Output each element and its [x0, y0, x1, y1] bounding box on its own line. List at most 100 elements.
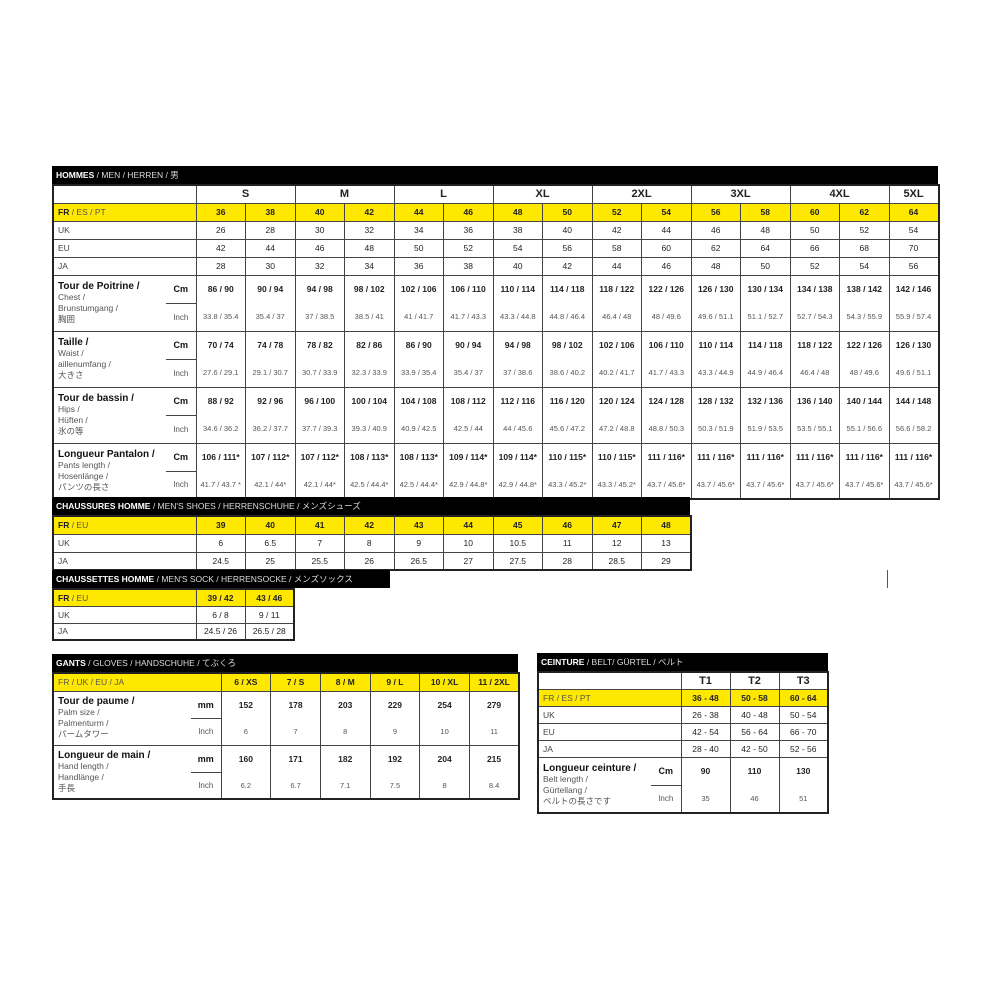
- row-label: EU: [52, 238, 197, 258]
- size-cell: 42: [591, 220, 643, 240]
- measurement-value: 110 / 115*: [591, 442, 643, 471]
- size-cell: 46: [294, 238, 345, 258]
- measurement-value: 82 / 86: [344, 330, 395, 359]
- measurement-value: 6: [220, 718, 272, 746]
- size-cell: 9 / 11: [244, 605, 295, 624]
- measurement-value: 29.1 / 30.7: [245, 359, 296, 388]
- measurement-value: 50.3 / 51.9: [690, 415, 742, 444]
- measurement-value: 52.7 / 54.3: [789, 303, 841, 332]
- measurement-value: 30.7 / 33.9: [294, 359, 345, 388]
- size-cell: 40: [294, 202, 345, 222]
- measurement-value: 102 / 106: [393, 274, 445, 303]
- size-cell: 47: [591, 515, 642, 535]
- measurement-value: 114 / 118: [740, 330, 791, 359]
- measurement-value: 40.2 / 41.7: [591, 359, 643, 388]
- size-cell: 36: [393, 256, 445, 276]
- measurement-value: 90 / 94: [443, 330, 494, 359]
- size-cell: 54: [888, 220, 940, 240]
- size-cell: 54: [492, 238, 544, 258]
- size-cell: 26: [195, 220, 246, 240]
- empty-cell: [537, 671, 682, 690]
- measurement-value: 27.6 / 29.1: [195, 359, 246, 388]
- measurement-value: 7.5: [369, 772, 421, 800]
- size-cell: 42: [344, 202, 395, 222]
- measurement-value: 118 / 122: [591, 274, 643, 303]
- unit-label: Cm: [651, 756, 682, 786]
- row-label: UK: [52, 605, 197, 624]
- measurement-value: 43.7 / 45.6*: [740, 471, 791, 500]
- size-cell: 6.5: [245, 533, 296, 553]
- size-cell: 42: [344, 515, 395, 535]
- measurement-value: 43.3 / 45.2*: [591, 471, 643, 500]
- size-cell: 44: [245, 238, 296, 258]
- measurement-value: 42.1 / 44*: [245, 471, 296, 500]
- size-cell: 50: [542, 202, 593, 222]
- size-cell: 38: [492, 220, 544, 240]
- size-cell: 25: [245, 551, 296, 571]
- size-cell: 32: [294, 256, 345, 276]
- size-cell: 28: [542, 551, 593, 571]
- size-cell: 50: [740, 256, 791, 276]
- size-cell: 62: [839, 202, 890, 222]
- measurement-value: 88 / 92: [195, 386, 246, 415]
- measurement-value: 118 / 122: [789, 330, 841, 359]
- measurement-value: 35: [680, 785, 731, 814]
- size-cell: 56: [542, 238, 593, 258]
- measurement-value: 46.4 / 48: [789, 359, 841, 388]
- size-cell: 38: [245, 202, 296, 222]
- size-cell: 6: [195, 533, 246, 553]
- men-size-table: HOMMES / MEN / HERREN / 男 S M L XL 2XL 3XL 4XL 5…: [52, 166, 940, 500]
- size-group-header: 3XL: [690, 184, 791, 204]
- measurement-value: 132 / 136: [740, 386, 791, 415]
- measurement-value: 215: [468, 744, 520, 772]
- size-cell: 6 / XS: [220, 672, 272, 692]
- size-group-header: XL: [492, 184, 593, 204]
- measurement-value: 42.5 / 44.4*: [344, 471, 395, 500]
- unit-label: Inch: [191, 717, 222, 746]
- table-row: JA 28 30 32 34 36 38 40 42 44 46 48 50 52 54 56: [52, 256, 940, 276]
- size-cell: 9: [393, 533, 444, 553]
- unit-label: Inch: [166, 358, 197, 388]
- size-cell: 13: [641, 533, 692, 553]
- measurement-value: 37 / 38.5: [294, 303, 345, 332]
- size-cell: 29: [641, 551, 692, 571]
- measurement-value: 111 / 116*: [740, 442, 791, 471]
- size-cell: 44: [591, 256, 643, 276]
- size-group-header: 5XL: [888, 184, 940, 204]
- row-label: JA: [52, 622, 197, 641]
- measurement-value: 111 / 116*: [839, 442, 890, 471]
- measurement-value: 254: [419, 690, 470, 718]
- socks-title: CHAUSSETTES HOMME / MEN'S SOCK / HERRENS…: [52, 570, 390, 588]
- table-row: FR / EU 39 / 42 43 / 46: [52, 588, 295, 607]
- measurement-value: 56.6 / 58.2: [888, 415, 940, 444]
- men-title: HOMMES / MEN / HERREN / 男: [52, 166, 938, 184]
- size-cell: 44: [443, 515, 494, 535]
- size-cell: 62: [690, 238, 742, 258]
- size-cell: 40 - 48: [729, 705, 780, 724]
- measurement-value: 33.9 / 35.4: [393, 359, 445, 388]
- measurement-row: Taille / Waist / aillenumfang / 大きさ Cm 70 / 7…: [52, 330, 940, 388]
- measurement-value: 122 / 126: [839, 330, 890, 359]
- measurement-value: 112 / 116: [492, 386, 544, 415]
- measurement-value: 38.6 / 40.2: [542, 359, 593, 388]
- size-cell: 54: [641, 202, 692, 222]
- unit-label: Cm: [166, 386, 197, 416]
- size-cell: 54: [839, 256, 890, 276]
- table-row: UK 26 28 30 32 34 36 38 40 42 44 46 48 50 52 54: [52, 220, 940, 240]
- measurement-value: 111 / 116*: [641, 442, 692, 471]
- row-label: FR / EU: [52, 588, 197, 607]
- measurement-value: 102 / 106: [591, 330, 643, 359]
- shoes-size-table: CHAUSSURES HOMME / MEN'S SHOES / HERRENS…: [52, 497, 692, 571]
- measurement-value: 42.5 / 44: [443, 415, 494, 444]
- size-cell: 48: [492, 202, 544, 222]
- size-cell: 48: [641, 515, 692, 535]
- measurement-value: 6.2: [220, 772, 272, 800]
- size-cell: 39: [195, 515, 246, 535]
- size-cell: 40: [245, 515, 296, 535]
- table-row: FR / ES / PT 36 38 40 42 44 46 48 50 52 54 56 58 60 62…: [52, 202, 940, 222]
- measurement-value: 48 / 49.6: [641, 303, 692, 332]
- measurement-value: 90: [680, 756, 731, 785]
- size-cell: 60: [641, 238, 692, 258]
- size-cell: 26.5: [393, 551, 444, 571]
